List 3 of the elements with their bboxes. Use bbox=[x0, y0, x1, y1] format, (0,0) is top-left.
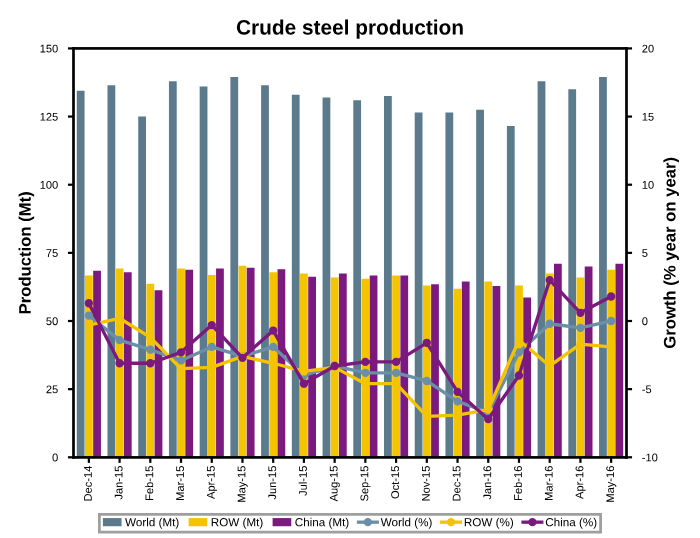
y2-axis-title: Growth (% year on year) bbox=[663, 157, 679, 349]
y-axis-title: Production (Mt) bbox=[18, 192, 35, 314]
chart-title: Crude steel production bbox=[236, 19, 463, 39]
